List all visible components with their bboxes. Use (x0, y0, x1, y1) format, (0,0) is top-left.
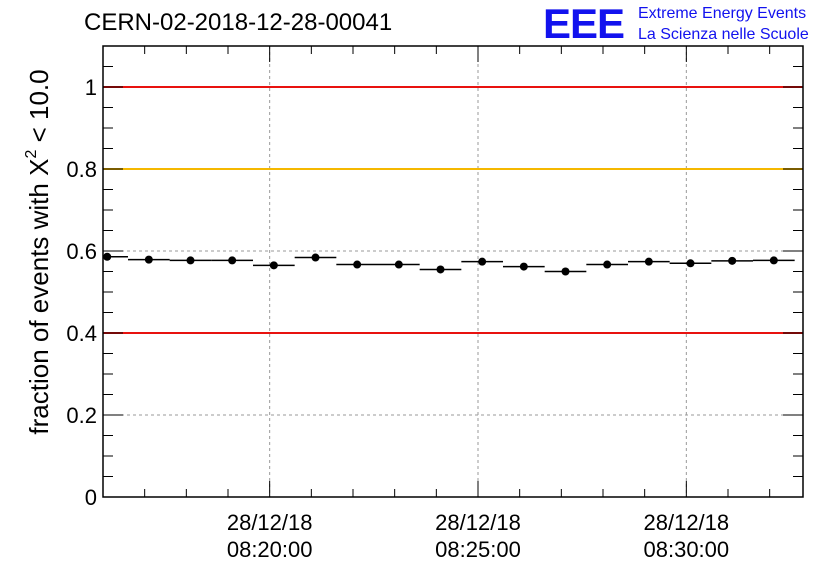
y-tick-label: 0.2 (66, 403, 97, 428)
data-point (769, 256, 778, 265)
data-point (519, 262, 528, 271)
data-point (561, 267, 570, 276)
data-point (728, 256, 737, 265)
x-tick-label-time: 08:25:00 (435, 537, 521, 562)
y-tick-label: 1 (85, 75, 97, 100)
data-point (186, 256, 195, 265)
data-point (228, 256, 237, 265)
y-tick-label: 0.6 (66, 239, 97, 264)
y-tick-label: 0 (85, 485, 97, 510)
eee-logo-mark: EEE (543, 0, 625, 47)
x-tick-label-time: 08:30:00 (644, 537, 730, 562)
data-point (311, 253, 320, 262)
eee-logo: EEE Extreme Energy Events La Scienza nel… (543, 0, 833, 47)
y-tick-label: 0.8 (66, 157, 97, 182)
x-tick-label-date: 28/12/18 (227, 510, 313, 535)
x-tick-label-date: 28/12/18 (644, 510, 730, 535)
data-point (353, 260, 362, 269)
y-axis-label-suffix: < 10.0 (24, 69, 54, 150)
data-point (603, 260, 612, 269)
x-tick-label-date: 28/12/18 (435, 510, 521, 535)
run-title: CERN-02-2018-12-28-00041 (84, 9, 393, 36)
data-point (394, 260, 403, 269)
y-axis-label-superscript: 2 (23, 149, 40, 159)
y-axis-label-prefix: fraction of events with X (24, 158, 54, 435)
axes: 00.20.40.60.8128/12/1808:20:0028/12/1808… (66, 45, 804, 562)
data-point (269, 261, 278, 270)
grid (103, 46, 803, 497)
data-point (144, 255, 153, 264)
reference-lines (103, 86, 803, 334)
x-tick-label-time: 08:20:00 (227, 537, 313, 562)
data-point (686, 259, 695, 268)
plot-frame (102, 45, 804, 498)
data-point (644, 257, 653, 266)
logo-line-2: La Scienza nelle Scuole (638, 26, 809, 43)
data-series (103, 252, 795, 276)
y-tick-label: 0.4 (66, 321, 97, 346)
data-point (103, 252, 112, 261)
logo-line-1: Extreme Energy Events (638, 5, 807, 22)
data-point (436, 265, 445, 274)
data-point (478, 257, 487, 266)
